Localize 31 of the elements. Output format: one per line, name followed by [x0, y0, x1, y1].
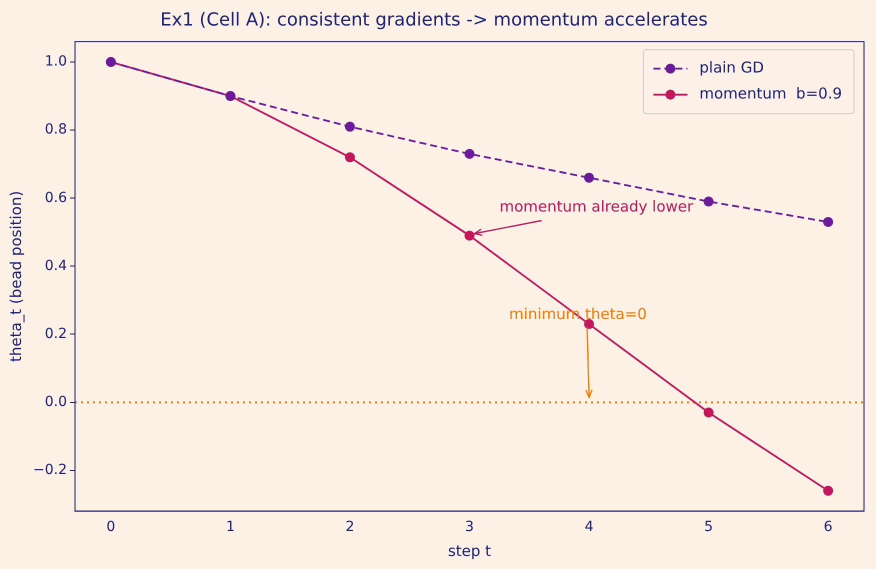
point [584, 319, 594, 330]
point [464, 230, 474, 241]
point [823, 486, 834, 496]
annotation: momentum already lower [500, 197, 694, 216]
y-tick-label: 0.2 [44, 326, 67, 342]
annotation: minimum theta=0 [509, 305, 647, 324]
y-tick-label: 0.0 [44, 394, 67, 410]
y-tick-label: 0.6 [44, 190, 68, 206]
point [344, 122, 355, 132]
point [464, 148, 474, 159]
x-tick-label: 5 [704, 519, 714, 536]
y-tick-label: 0.4 [44, 258, 68, 274]
x-tick-label: 4 [584, 519, 594, 536]
point [704, 196, 714, 207]
x-tick-label: 3 [465, 519, 474, 536]
x-tick-label: 2 [345, 519, 354, 536]
y-tick-label: 1.0 [44, 54, 67, 70]
x-tick-label: 0 [106, 519, 116, 536]
legend-label: plain GD [699, 58, 764, 76]
y-axis-title: theta_t (bead position) [6, 190, 25, 362]
x-axis-title: step t [448, 542, 492, 560]
point [704, 408, 714, 418]
point [344, 152, 355, 162]
legend-label: momentum b=0.9 [699, 84, 842, 102]
x-tick-label: 6 [824, 519, 833, 536]
point [584, 172, 594, 183]
x-tick-label: 1 [226, 519, 235, 536]
y-tick-label: −0.2 [32, 462, 67, 478]
chart-title: Ex1 (Cell A): consistent gradients -> momentum accelerates [160, 9, 708, 30]
y-tick-label: 0.8 [44, 122, 67, 138]
point [823, 216, 834, 227]
